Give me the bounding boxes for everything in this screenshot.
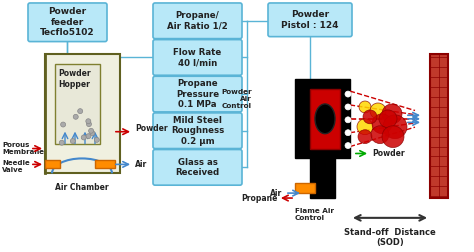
Bar bbox=[430, 54, 448, 198]
FancyBboxPatch shape bbox=[153, 3, 242, 39]
Circle shape bbox=[94, 137, 100, 142]
Bar bbox=[310, 89, 340, 148]
Bar bbox=[45, 161, 60, 168]
Circle shape bbox=[345, 91, 351, 97]
Text: Powder
Air
Control: Powder Air Control bbox=[221, 89, 252, 109]
FancyBboxPatch shape bbox=[153, 40, 242, 75]
Circle shape bbox=[86, 119, 91, 124]
Circle shape bbox=[357, 119, 373, 135]
Circle shape bbox=[379, 110, 397, 128]
Circle shape bbox=[382, 126, 404, 147]
Text: Flame Air
Control: Flame Air Control bbox=[295, 208, 334, 221]
Circle shape bbox=[89, 128, 93, 133]
Circle shape bbox=[383, 115, 407, 139]
Circle shape bbox=[345, 117, 351, 123]
Circle shape bbox=[345, 130, 351, 136]
Text: Glass as
Received: Glass as Received bbox=[175, 158, 219, 177]
Bar bbox=[295, 79, 350, 159]
Text: Needle
Valve: Needle Valve bbox=[2, 160, 30, 173]
Circle shape bbox=[372, 114, 392, 134]
Circle shape bbox=[78, 109, 82, 114]
Text: Powder: Powder bbox=[372, 149, 405, 158]
Text: Powder
Hopper: Powder Hopper bbox=[58, 69, 91, 89]
Text: Air: Air bbox=[135, 160, 147, 169]
FancyBboxPatch shape bbox=[153, 113, 242, 148]
Text: Powder
Pistol : 124: Powder Pistol : 124 bbox=[281, 10, 339, 29]
Text: Mild Steel
Roughness
0.2 μm: Mild Steel Roughness 0.2 μm bbox=[171, 116, 224, 146]
Ellipse shape bbox=[315, 104, 335, 134]
Circle shape bbox=[345, 104, 351, 110]
Circle shape bbox=[359, 101, 371, 113]
Circle shape bbox=[90, 131, 95, 136]
Circle shape bbox=[81, 135, 86, 140]
Text: Air: Air bbox=[270, 188, 282, 198]
FancyBboxPatch shape bbox=[153, 149, 242, 185]
Text: Propane: Propane bbox=[242, 194, 278, 203]
Circle shape bbox=[73, 114, 78, 119]
Bar bbox=[55, 64, 100, 144]
Bar bbox=[95, 161, 115, 168]
Text: Air Chamber: Air Chamber bbox=[55, 183, 109, 192]
Circle shape bbox=[370, 103, 386, 119]
Circle shape bbox=[70, 139, 75, 144]
Circle shape bbox=[345, 143, 351, 148]
Text: Flow Rate
40 l/min: Flow Rate 40 l/min bbox=[173, 48, 222, 67]
Text: Stand-off  Distance
(SOD): Stand-off Distance (SOD) bbox=[344, 228, 436, 247]
FancyBboxPatch shape bbox=[268, 3, 352, 37]
Text: Propane
Pressure
0.1 MPa: Propane Pressure 0.1 MPa bbox=[176, 79, 219, 109]
Circle shape bbox=[363, 110, 377, 124]
Bar bbox=[295, 183, 315, 193]
Circle shape bbox=[86, 134, 91, 139]
Text: Porous
Membrane: Porous Membrane bbox=[2, 142, 44, 155]
FancyBboxPatch shape bbox=[153, 76, 242, 112]
Text: Propane/
Air Ratio 1/2: Propane/ Air Ratio 1/2 bbox=[167, 11, 228, 30]
Circle shape bbox=[59, 140, 64, 145]
Circle shape bbox=[61, 122, 65, 127]
Circle shape bbox=[371, 126, 389, 144]
Circle shape bbox=[382, 104, 402, 124]
Circle shape bbox=[358, 130, 372, 144]
FancyBboxPatch shape bbox=[28, 3, 107, 42]
Bar bbox=[45, 54, 120, 173]
Text: Powder: Powder bbox=[135, 124, 168, 133]
Text: Powder
feeder
Tecflo5102: Powder feeder Tecflo5102 bbox=[40, 7, 95, 37]
Circle shape bbox=[86, 122, 91, 127]
Bar bbox=[310, 159, 335, 198]
